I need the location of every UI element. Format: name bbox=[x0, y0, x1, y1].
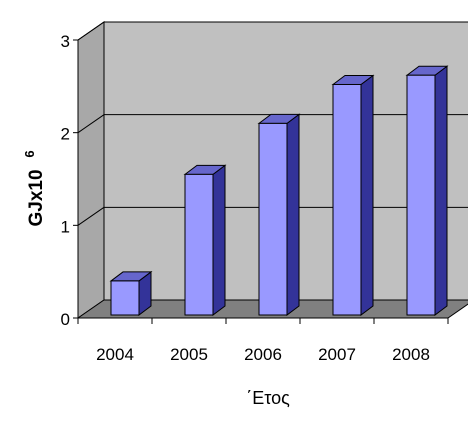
bar-side-2006 bbox=[286, 113, 300, 316]
y-tick-label-0: 0 bbox=[61, 310, 70, 329]
bar-front-2008 bbox=[406, 74, 436, 316]
gridline-side-3 bbox=[77, 21, 105, 41]
y-axis-label-exponent: 6 bbox=[22, 150, 37, 157]
bar-2005 bbox=[183, 164, 227, 316]
bar-side-2005 bbox=[212, 164, 226, 316]
side-wall bbox=[77, 21, 105, 319]
x-axis-label: ΄Ετος bbox=[246, 388, 290, 408]
y-axis-label: GJx10 bbox=[26, 169, 47, 226]
x-tick-label-2007: 2007 bbox=[318, 345, 356, 364]
y-axis-title: GJx10 6 bbox=[22, 150, 47, 226]
x-tick-label-2006: 2006 bbox=[244, 345, 282, 364]
bar-side-2007 bbox=[360, 74, 374, 316]
y-axis-ticks: 0 1 2 3 bbox=[61, 32, 79, 329]
bar-2007 bbox=[331, 74, 375, 316]
gridline-side-2 bbox=[77, 114, 105, 134]
y-tick-label-1: 1 bbox=[61, 217, 70, 236]
bar-front-2006 bbox=[258, 122, 288, 316]
x-axis-ticks: 2004 2005 2006 2007 2008 bbox=[77, 317, 449, 364]
x-tick-label-2004: 2004 bbox=[96, 345, 134, 364]
bar-side-2008 bbox=[434, 65, 448, 316]
y-tick-label-2: 2 bbox=[61, 125, 70, 144]
y-tick-label-3: 3 bbox=[61, 32, 70, 51]
x-tick-label-2008: 2008 bbox=[392, 345, 430, 364]
bar-front-2007 bbox=[332, 83, 362, 316]
bar-2006 bbox=[257, 113, 301, 316]
gridline-side-1 bbox=[77, 206, 105, 226]
x-tick-label-2005: 2005 bbox=[170, 345, 208, 364]
bar-2008 bbox=[405, 65, 449, 316]
bar-front-2005 bbox=[184, 173, 214, 316]
bar-front-2004 bbox=[110, 280, 140, 316]
bar-2004 bbox=[109, 270, 153, 316]
bars bbox=[109, 65, 449, 316]
